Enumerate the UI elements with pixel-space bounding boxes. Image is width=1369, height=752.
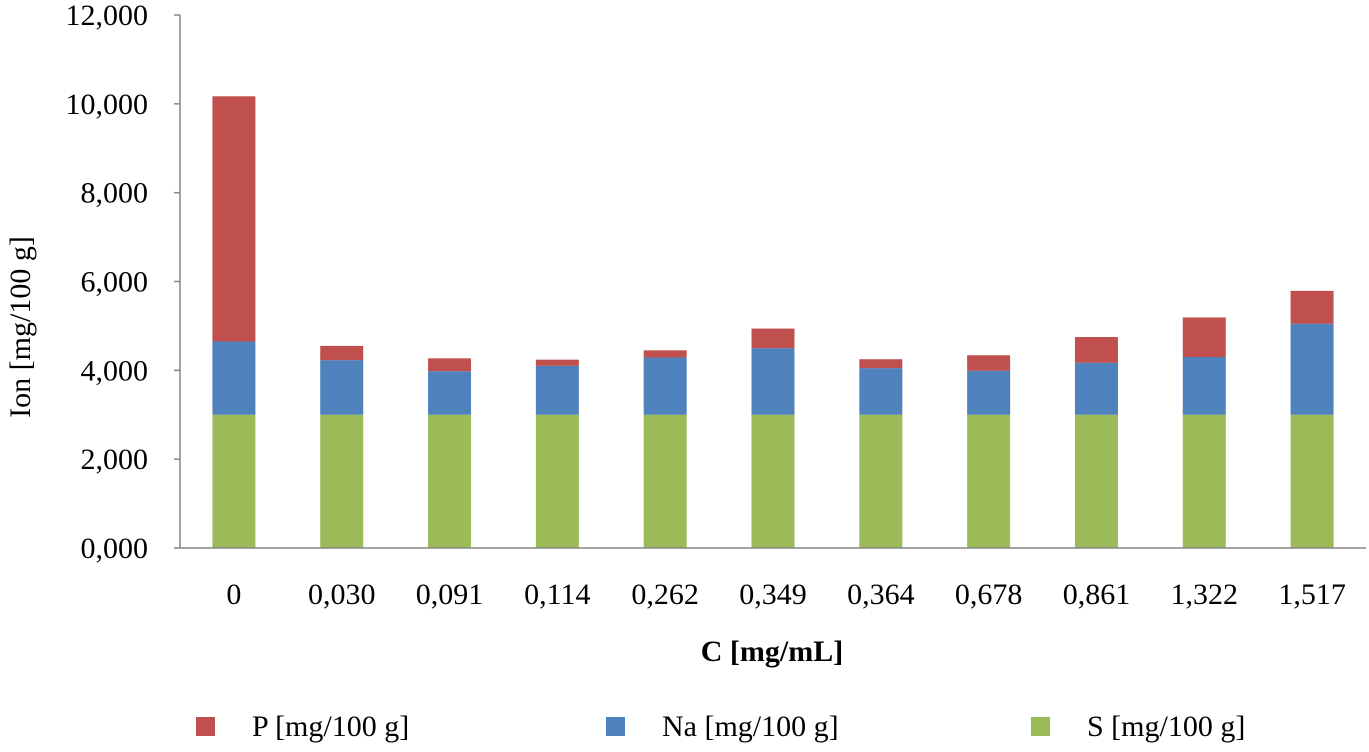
y-tick-label: 2,000 [81, 443, 149, 476]
legend: P [mg/100 g] Na [mg/100 g] S [mg/100 g] [196, 710, 1245, 743]
bar-segment-s [967, 414, 1011, 548]
legend-label-s: S [mg/100 g] [1087, 710, 1245, 743]
bar-segment-p [1074, 337, 1118, 363]
x-tick-label: 0,678 [955, 578, 1023, 611]
bar-segment-na [1074, 362, 1118, 415]
bar-segment-p [1290, 290, 1334, 324]
x-axis-title: C [mg/mL] [701, 635, 843, 668]
bar-segment-s [535, 414, 579, 548]
bar-segment-s [643, 414, 687, 548]
bar-segment-na [212, 341, 256, 415]
bar-segment-na [967, 370, 1011, 415]
bar-segment-na [859, 368, 903, 415]
bar-segment-na [751, 348, 795, 415]
x-tick-label: 1,322 [1171, 578, 1239, 611]
bar-segment-na [1182, 357, 1226, 415]
x-tick-label: 0,030 [308, 578, 376, 611]
bar-segment-na [428, 371, 472, 415]
y-tick-label: 6,000 [81, 266, 149, 299]
bar-segment-na [1290, 323, 1334, 415]
x-tick-label: 1,517 [1278, 578, 1346, 611]
bar-segment-p [320, 345, 364, 361]
y-tick-label: 10,000 [66, 88, 149, 121]
bar-segment-p [643, 350, 687, 358]
x-tick-label: 0,861 [1063, 578, 1131, 611]
y-axis-title: Ion [mg/100 g] [4, 236, 37, 418]
x-tick-label: 0,364 [847, 578, 915, 611]
bar-segment-p [859, 359, 903, 369]
y-tick-label: 8,000 [81, 177, 149, 210]
bar-segment-s [859, 414, 903, 548]
legend-label-na: Na [mg/100 g] [662, 710, 839, 743]
legend-swatch-s [1031, 717, 1050, 736]
bar-segment-s [1182, 414, 1226, 548]
x-tick-label: 0,091 [416, 578, 484, 611]
bar-segment-s [428, 414, 472, 548]
bar-segment-p [212, 96, 256, 342]
x-tick-label: 0,349 [739, 578, 807, 611]
y-tick-label: 0,000 [81, 532, 149, 565]
legend-label-p: P [mg/100 g] [252, 710, 409, 743]
bar-segment-p [428, 358, 472, 372]
bar-segment-na [320, 360, 364, 415]
bar-segment-s [320, 414, 364, 548]
bar-segment-p [751, 328, 795, 349]
y-axis: 0,000 2,000 4,000 6,000 8,000 10,000 12,000 [66, 0, 181, 565]
legend-swatch-na [606, 717, 625, 736]
bar-segment-na [535, 365, 579, 415]
bar-segment-na [643, 357, 687, 415]
x-axis: 0 0,030 0,091 0,114 0,262 0,349 0,364 0,678 0,86… [180, 547, 1366, 611]
bar-segment-s [751, 414, 795, 548]
legend-swatch-p [196, 717, 215, 736]
bar-segment-s [212, 414, 256, 548]
bar-segment-p [1182, 317, 1226, 358]
x-tick-label: 0 [226, 578, 241, 611]
bar-segment-p [967, 355, 1011, 371]
x-tick-label: 0,114 [524, 578, 590, 611]
x-tick-label: 0,262 [631, 578, 699, 611]
bar-segment-s [1290, 414, 1334, 548]
y-tick-label: 4,000 [81, 354, 149, 387]
bar-segment-s [1074, 414, 1118, 548]
bars [212, 96, 1334, 548]
bar-segment-p [535, 359, 579, 366]
y-tick-label: 12,000 [66, 0, 149, 32]
